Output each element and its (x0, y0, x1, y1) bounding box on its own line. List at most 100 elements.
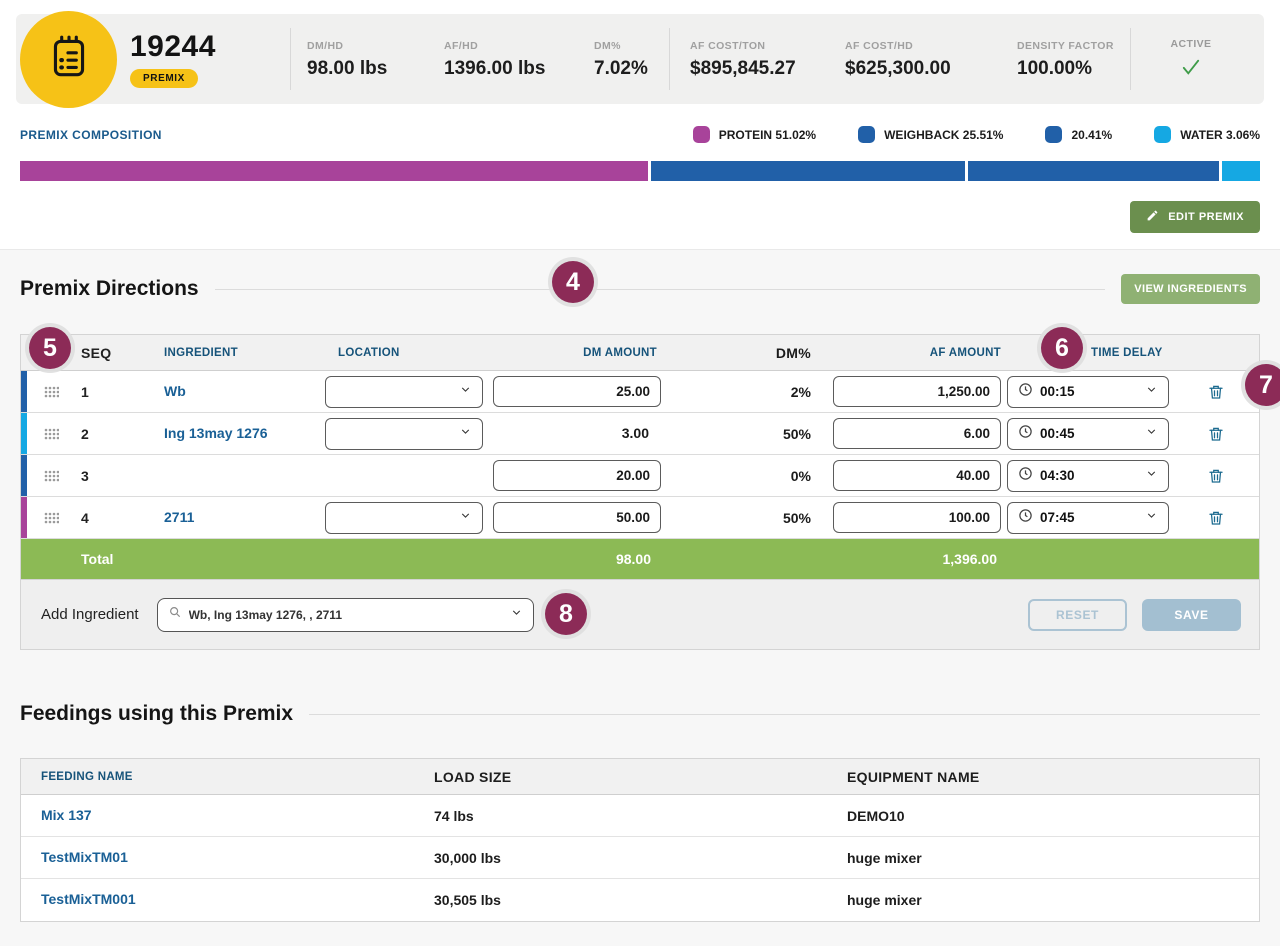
dm-amount-input[interactable] (493, 502, 661, 533)
drag-handle[interactable] (44, 428, 59, 440)
chevron-down-icon (1145, 509, 1158, 527)
dm-amount-input[interactable] (493, 460, 661, 491)
spacer (21, 335, 27, 370)
drag-handle[interactable] (44, 386, 59, 398)
ingredient-link[interactable]: Ing 13may 1276 (164, 424, 268, 441)
premix-avatar (20, 10, 117, 108)
time-delay-select[interactable]: 07:45 (1007, 501, 1169, 534)
drag-handle[interactable] (44, 470, 59, 482)
time-delay-select[interactable]: 04:30 (1007, 459, 1169, 492)
clock-icon (1018, 382, 1033, 402)
legend-swatch (858, 126, 876, 143)
callout-6: 6 (1041, 327, 1083, 369)
save-button[interactable]: SAVE (1142, 598, 1241, 631)
location-select[interactable] (325, 501, 483, 534)
callout-5: 5 (29, 327, 71, 369)
af-amount-input[interactable] (833, 418, 1001, 449)
time-delay-value: 00:45 (1040, 426, 1075, 441)
legend-label: WATER 3.06% (1180, 127, 1260, 142)
clock-icon (1018, 466, 1033, 486)
feeding-name-link[interactable]: Mix 137 (41, 806, 92, 823)
chevron-down-icon (1145, 467, 1158, 485)
delete-row-button[interactable] (1207, 383, 1225, 401)
stat-af-cost-ton: AF COST/TON $895,845.27 (690, 38, 845, 80)
section-rule (214, 288, 1106, 290)
active-label: ACTIVE (1170, 37, 1212, 50)
feeding-name-link[interactable]: TestMixTM001 (41, 891, 136, 907)
ingredient-search-value: Wb, Ing 13may 1276, , 2711 (188, 607, 342, 622)
legend-swatch (1154, 126, 1172, 143)
dm-percent: 50% (782, 425, 811, 442)
time-delay-select[interactable]: 00:15 (1007, 375, 1169, 408)
stat-value: 98.00 lbs (307, 58, 388, 79)
divider (290, 28, 291, 90)
premix-type-badge: PREMIX (130, 69, 198, 88)
composition-title: PREMIX COMPOSITION (20, 127, 162, 142)
edit-premix-button[interactable]: EDIT PREMIX (1130, 201, 1260, 233)
col-equipment-name: EQUIPMENT NAME (847, 768, 980, 785)
dm-amount-text: 3.00 (621, 424, 649, 441)
seq-value: 4 (81, 509, 89, 526)
dm-percent: 2% (790, 383, 811, 400)
legend-item: WATER 3.06% (1154, 126, 1260, 143)
active-check-icon (1131, 58, 1251, 81)
legend-item: WEIGHBACK 25.51% (858, 126, 1003, 143)
composition-bar (20, 161, 1260, 181)
af-amount-input[interactable] (833, 376, 1001, 407)
stat-density-factor: DENSITY FACTOR 100.00% (1017, 38, 1130, 80)
ingredient-link[interactable]: 2711 (164, 508, 195, 525)
dm-percent: 50% (782, 509, 811, 526)
stat-af-cost-hd: AF COST/HD $625,300.00 (845, 38, 1017, 80)
location-select[interactable] (325, 375, 483, 408)
col-dm-pct: DM% (775, 344, 811, 361)
col-load-size: LOAD SIZE (434, 768, 512, 785)
stat-dm-hd: DM/HD 98.00 lbs (307, 38, 444, 80)
delete-row-button[interactable] (1207, 425, 1225, 443)
search-icon (168, 605, 182, 624)
col-ingredient: INGREDIENT (164, 346, 238, 359)
reset-button[interactable]: RESET (1028, 598, 1127, 631)
dm-amount-input[interactable] (493, 376, 661, 407)
load-size-value: 30,505 lbs (434, 892, 501, 908)
directions-title: Premix Directions (20, 277, 199, 300)
af-amount-input[interactable] (833, 460, 1001, 491)
col-feeding-name: FEEDING NAME (41, 770, 133, 783)
ingredient-search-select[interactable]: Wb, Ing 13may 1276, , 2711 (156, 597, 534, 632)
premix-number: 19244 (130, 30, 216, 63)
load-size-value: 30,000 lbs (434, 849, 501, 866)
edit-premix-label: EDIT PREMIX (1168, 211, 1244, 223)
stat-label: AF COST/HD (845, 40, 914, 52)
ingredient-link[interactable]: Wb (164, 382, 186, 399)
stat-label: AF/HD (444, 40, 479, 52)
stat-value: 7.02% (594, 58, 648, 79)
stat-label: AF COST/TON (690, 40, 766, 52)
stat-label: DENSITY FACTOR (1017, 40, 1114, 52)
section-rule (309, 713, 1260, 715)
feeding-name-link[interactable]: TestMixTM01 (41, 848, 128, 865)
add-ingredient-label: Add Ingredient (41, 606, 139, 623)
time-delay-select[interactable]: 00:45 (1007, 417, 1169, 450)
af-amount-input[interactable] (833, 502, 1001, 533)
directions-table: SEQ INGREDIENT LOCATION DM AMOUNT DM% AF… (20, 334, 1260, 650)
delete-row-button[interactable] (1207, 467, 1225, 485)
row-color-bar (21, 455, 27, 496)
total-row: Total 98.00 1,396.00 (21, 539, 1259, 579)
seq-value: 3 (81, 467, 89, 484)
view-ingredients-button[interactable]: VIEW INGREDIENTS (1121, 274, 1260, 304)
col-time-delay: TIME DELAY (1091, 346, 1163, 359)
location-select[interactable] (325, 417, 483, 450)
drag-handle[interactable] (44, 512, 59, 524)
legend-label: PROTEIN 51.02% (718, 127, 817, 142)
stat-dm-pct: DM% 7.02% (594, 38, 669, 80)
lower-section: Premix Directions VIEW INGREDIENTS SEQ I… (0, 250, 1280, 922)
legend-swatch (1045, 126, 1063, 143)
premix-summary-section: 19244 PREMIX DM/HD 98.00 lbs AF/HD 1396.… (0, 0, 1280, 250)
divider (669, 28, 670, 90)
chevron-down-icon (459, 425, 472, 443)
col-dm-amount: DM AMOUNT (583, 346, 657, 359)
chevron-down-icon (459, 383, 472, 401)
col-location: LOCATION (338, 346, 400, 359)
delete-row-button[interactable] (1207, 509, 1225, 527)
seq-value: 2 (81, 425, 89, 442)
feedings-title: Feedings using this Premix (20, 702, 294, 725)
